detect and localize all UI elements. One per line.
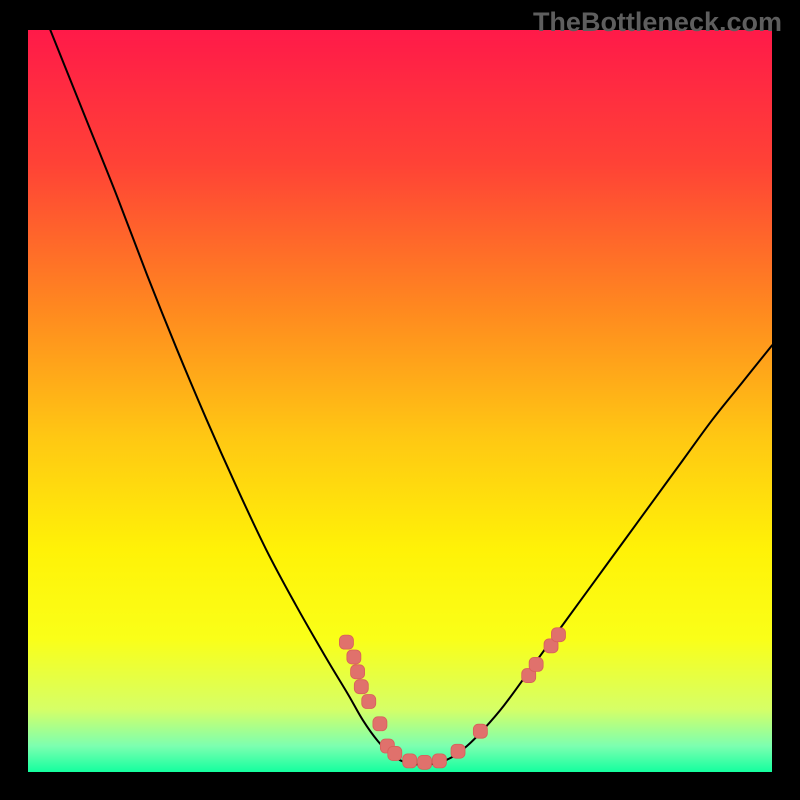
data-marker [451,744,465,758]
data-marker [418,755,432,769]
chart-svg [28,30,772,772]
data-marker [339,635,353,649]
watermark-text: TheBottleneck.com [533,7,782,38]
data-marker [551,628,565,642]
chart-background [28,30,772,772]
data-marker [373,717,387,731]
data-marker [473,724,487,738]
data-marker [403,754,417,768]
data-marker [347,650,361,664]
data-marker [354,680,368,694]
data-marker [388,746,402,760]
data-marker [529,657,543,671]
chart-plot-area [28,30,772,772]
outer-frame: TheBottleneck.com [0,0,800,800]
data-marker [362,695,376,709]
data-marker [351,665,365,679]
data-marker [432,754,446,768]
